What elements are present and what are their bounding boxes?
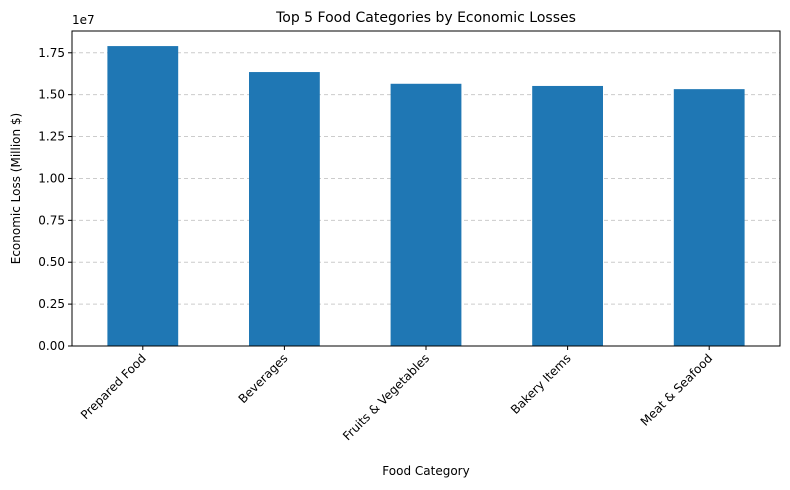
- y-axis-offset-label: 1e7: [72, 13, 95, 27]
- bar: [249, 72, 320, 346]
- y-tick-label: 0.50: [38, 255, 65, 269]
- y-tick-label: 0.75: [38, 213, 65, 227]
- y-tick-label: 0.00: [38, 339, 65, 353]
- y-tick-label: 1.25: [38, 130, 65, 144]
- y-tick-label: 0.25: [38, 297, 65, 311]
- y-ticks: 0.00 0.25 0.50 0.75 1.00 1.25 1.50 1.75: [38, 46, 72, 353]
- y-tick-label: 1.75: [38, 46, 65, 60]
- bar: [107, 46, 179, 347]
- bar: [673, 89, 745, 346]
- x-axis-label: Food Category: [382, 464, 469, 478]
- chart-title: Top 5 Food Categories by Economic Losses: [275, 10, 576, 26]
- y-axis-label: Economic Loss (Million $): [9, 113, 23, 265]
- y-tick-label: 1.50: [38, 88, 65, 102]
- bar: [532, 85, 603, 346]
- bars: [107, 46, 745, 347]
- bar: [390, 83, 462, 346]
- plot-frame: [71, 30, 781, 347]
- y-tick-label: 1.00: [38, 171, 65, 185]
